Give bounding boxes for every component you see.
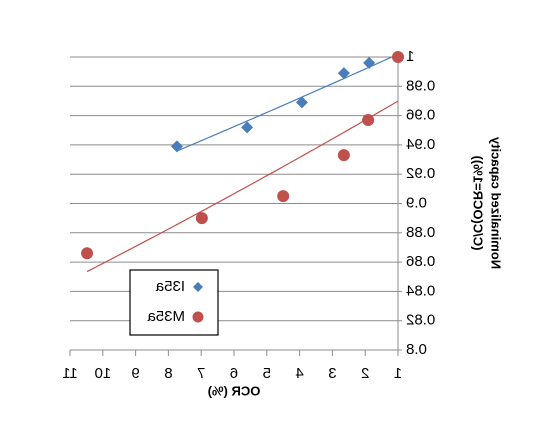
y-tick-label: 0.86 [406, 253, 435, 270]
y-tick-label: 0.94 [406, 136, 435, 153]
x-tick-label: 1 [394, 365, 402, 382]
point [81, 247, 94, 260]
y-tick-label: 0.84 [406, 282, 435, 299]
point [337, 67, 350, 80]
legend-marker [192, 311, 204, 323]
x-tick-label: 8 [164, 365, 172, 382]
x-tick-label: 5 [263, 365, 271, 382]
y-tick-label: 0.8 [406, 341, 427, 358]
y-tick-label: 0.98 [406, 77, 435, 94]
point [337, 149, 350, 162]
x-tick-label: 3 [328, 365, 336, 382]
legend-marker [193, 282, 203, 292]
x-tick-label: 4 [295, 365, 303, 382]
legend-box [129, 269, 219, 336]
x-tick-label: 2 [361, 365, 369, 382]
y-tick-label: 0.92 [406, 165, 435, 182]
point [170, 140, 183, 153]
y-axis-title: Nominalized capacity [489, 136, 504, 269]
legend-label: I35a [155, 278, 185, 295]
y-tick-label: 0.88 [406, 224, 435, 241]
trendline [86, 100, 399, 273]
point [362, 113, 375, 126]
point [363, 56, 376, 69]
point [241, 121, 254, 134]
y-tick-label: 0.82 [406, 312, 435, 329]
x-tick-label: 7 [197, 365, 205, 382]
x-tick-label: 6 [230, 365, 238, 382]
y-tick-label: 0.9 [406, 194, 427, 211]
point [295, 96, 308, 109]
legend-label: M35a [147, 308, 185, 325]
x-tick-label: 9 [131, 365, 139, 382]
x-axis-title: OCR (%) [208, 383, 261, 398]
point [392, 51, 404, 63]
y-tick-label: 0.96 [406, 107, 435, 124]
point [277, 190, 290, 203]
x-tick-label: 10 [94, 365, 111, 382]
y-tick-label: 1 [406, 48, 414, 65]
point [195, 212, 208, 225]
y-axis-title: (C/C(OCR=1%)) [471, 156, 486, 251]
x-tick-label: 11 [62, 365, 78, 382]
trendline [176, 53, 399, 152]
